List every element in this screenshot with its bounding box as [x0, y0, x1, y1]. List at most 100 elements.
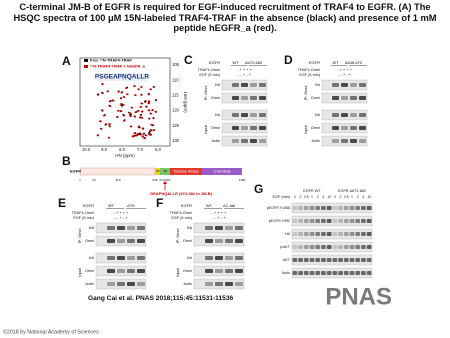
blot: [291, 202, 373, 214]
blot-band: [225, 239, 233, 243]
y-tick-label: 115: [172, 93, 179, 98]
blot-band: [298, 271, 303, 275]
blot-group-label: IP: Omni: [176, 228, 180, 243]
blot-band: [366, 206, 372, 210]
peak: [148, 132, 152, 135]
peak: [128, 111, 131, 114]
peak: [152, 117, 155, 120]
blot-band: [232, 96, 239, 100]
peak: [136, 133, 139, 135]
blot-band: [350, 126, 357, 130]
blot-band: [355, 232, 361, 236]
blot-label: AKT: [283, 258, 291, 262]
x-tick-label: 8.0: [119, 147, 125, 152]
blot-label: Omni: [183, 269, 192, 273]
blot-band: [338, 245, 343, 249]
y-axis-label: 15N (ppm): [183, 91, 188, 113]
blot-band: [343, 219, 349, 223]
peak: [96, 93, 100, 96]
protein-label: EGFR: [209, 60, 220, 65]
blot-band: [298, 232, 303, 236]
blot: [95, 265, 147, 277]
blot-band: [366, 271, 372, 275]
group-label: WT: [206, 203, 213, 208]
blot-band: [332, 113, 339, 117]
position-label: 672-682: [159, 178, 170, 182]
blot-band: [215, 256, 223, 260]
blot-band: [332, 232, 338, 236]
peak: [96, 134, 99, 136]
blot-band: [292, 271, 298, 275]
blot-band: [235, 269, 243, 273]
blot-band: [332, 139, 339, 143]
peak: [100, 109, 104, 112]
group-label: EGFR Δ672-682: [338, 189, 366, 193]
blot-band: [235, 239, 243, 243]
blot-band: [332, 96, 339, 100]
blot-band: [359, 139, 366, 143]
blot-band: [332, 83, 339, 87]
blot-band: [298, 206, 303, 210]
spectrum-frame: [79, 57, 171, 147]
blot-band: [137, 226, 145, 230]
blot-band: [341, 83, 348, 87]
blot-band: [341, 96, 348, 100]
blot-label: p-AKT: [280, 245, 291, 249]
timepoint-label: 10: [327, 195, 331, 199]
blot-band: [366, 245, 372, 249]
c-terminal-domain: [202, 168, 242, 175]
blot: [291, 215, 373, 227]
peak: [119, 109, 122, 112]
peak: [122, 114, 126, 117]
blot-band: [355, 219, 361, 223]
blot-band: [298, 219, 303, 223]
peak: [119, 97, 123, 99]
blot-band: [343, 271, 349, 275]
blot-band: [137, 239, 145, 243]
group-label: Δ672-682: [245, 60, 263, 65]
peak: [137, 88, 140, 91]
peak: [107, 136, 111, 139]
blot-band: [117, 282, 125, 286]
blot-band: [355, 258, 361, 262]
peak: [133, 115, 136, 118]
blot-band: [332, 126, 339, 130]
blot-band: [205, 226, 213, 230]
peak: [122, 119, 126, 122]
blot-band: [309, 258, 315, 262]
domain-label: C-terminal: [214, 169, 231, 173]
blot-band: [338, 271, 343, 275]
peak: [117, 90, 120, 93]
blot-band: [241, 139, 248, 143]
peak: [140, 110, 144, 113]
protein-label: EGFR: [83, 203, 94, 208]
blot-band: [107, 269, 115, 273]
peak: [142, 133, 145, 135]
blot-band: [338, 219, 343, 223]
slide-title: C-terminal JM-B of EGFR is required for …: [13, 2, 437, 33]
panel-letter: B: [62, 154, 71, 168]
lane-signs: - - + - +: [114, 215, 128, 220]
peptide-label: PSGEAPNQALLR: [95, 74, 149, 81]
blot-band: [350, 139, 357, 143]
blot-band: [303, 258, 309, 262]
group-label: ΔC-tail: [223, 203, 235, 208]
citation: Gang Cai et al. PNAS 2018;115:45:11531-1…: [88, 295, 233, 302]
blot-band: [359, 126, 366, 130]
blot-band: [303, 271, 309, 275]
x-tick-label: 7.0: [137, 147, 143, 152]
blot-band: [137, 256, 145, 260]
peak: [131, 135, 134, 137]
blot-label: HA: [315, 83, 321, 87]
timepoint-label: 0: [294, 195, 296, 199]
position-label: 1: [79, 178, 81, 182]
blot-band: [205, 256, 213, 260]
blot-band: [309, 245, 315, 249]
position-label: 1186: [239, 178, 246, 182]
blot-band: [349, 245, 355, 249]
blot-band: [117, 256, 125, 260]
blot-label: Actin: [312, 139, 320, 143]
panel-letter: C: [184, 53, 193, 67]
